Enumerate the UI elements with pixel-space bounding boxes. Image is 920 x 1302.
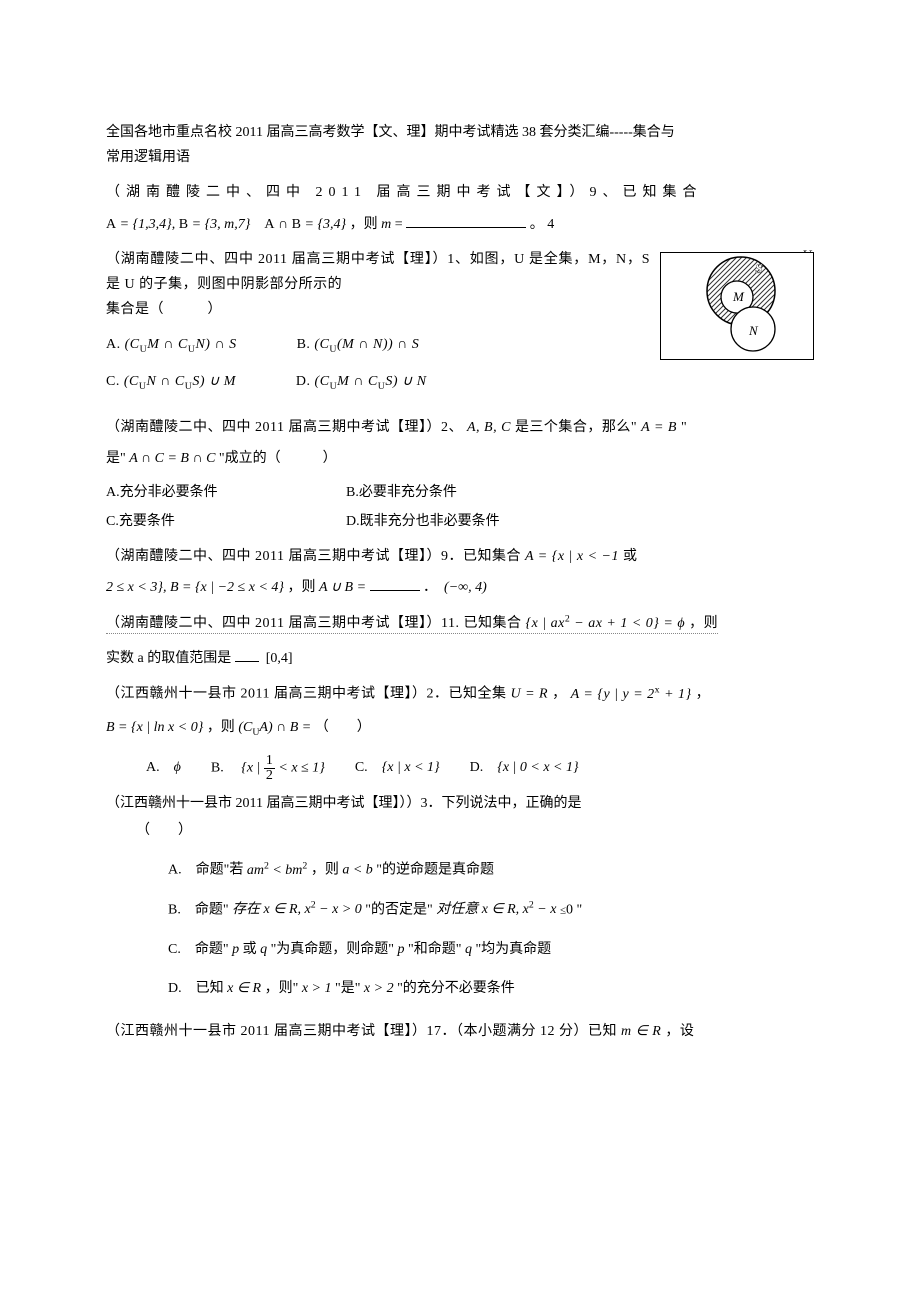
p2-stem2: 集合是（ ） — [106, 302, 222, 317]
p7-stem1: （江西赣州十一县市 2011 届高三期中考试【理】））3．下列说法中，正确的是 — [106, 796, 581, 811]
p5-ans: [0,4] — [266, 651, 293, 666]
p6-c1: ， — [552, 687, 567, 702]
p5-stem2: 实数 a 的取值范围是 — [106, 651, 231, 666]
p1-period: 。 — [530, 217, 544, 232]
p7-optD: D. 已知 x ∈ R ，则" x > 1 "是" x > 2 "的充分不必要条… — [168, 976, 814, 1001]
p1-stem: （湖南醴陵二中、四中 2011 届高三期中考试【文】）9、已知集合 — [106, 185, 702, 200]
problem-8: （江西赣州十一县市 2011 届高三期中考试【理】）17．（本小题满分 12 分… — [106, 1019, 814, 1044]
p3-stem5: "成立的（ ） — [219, 451, 337, 466]
p6-optA: A. ϕ — [146, 755, 181, 780]
p7-optD-m2: x > 1 — [302, 981, 332, 996]
problem-7: （江西赣州十一县市 2011 届高三期中考试【理】））3．下列说法中，正确的是 — [106, 791, 814, 816]
p5-tail1: ，则 — [689, 616, 718, 631]
p6-U: U = R — [510, 687, 548, 702]
p5-blank — [235, 648, 259, 662]
p4-tail1: ，则 — [288, 580, 316, 595]
p3-line2: 是" A ∩ C = B ∩ C "成立的（ ） — [106, 446, 814, 471]
p4-stem1: （湖南醴陵二中、四中 2011 届高三期中考试【理】）9．已知集合 — [106, 549, 521, 564]
p4-period: ． — [423, 580, 437, 595]
venn-n-label: N — [748, 323, 759, 338]
p8-stem1: （江西赣州十一县市 2011 届高三期中考试【理】）17．（本小题满分 12 分… — [106, 1024, 617, 1039]
problem-6: （江西赣州十一县市 2011 届高三期中考试【理】）2．已知全集 U = R ，… — [106, 681, 814, 707]
p3-stem1: （湖南醴陵二中、四中 2011 届高三期中考试【理】）2、 — [106, 420, 463, 435]
p7-optB: B. 命题" 存在 x ∈ R, x2 − x > 0 "的否定是" 对任意 x… — [168, 897, 814, 923]
p7-optB-m1: 存在 x ∈ R, x2 − x > 0 — [232, 902, 362, 917]
p6-B: B = {x | ln x < 0} — [106, 720, 203, 735]
p6-tail: ，则 — [207, 720, 235, 735]
p4-setA: A = {x | x < −1 — [525, 549, 619, 564]
p7-optC: C. 命题" p 或 q "为真命题，则命题" p "和命题" q "均为真命题 — [168, 937, 814, 962]
p5-line2: 实数 a 的取值范围是 [0,4] — [106, 646, 814, 671]
doc-title: 全国各地市重点名校 2011 届高三高考数学【文、理】期中考试精选 38 套分类… — [106, 120, 814, 170]
p3-stem3: " — [681, 420, 687, 435]
p7-optA: A. 命题"若 am2 < bm2 ，则 a < b "的逆命题是真命题 — [168, 857, 814, 883]
p1-expr-line: A = {1,3,4}, B = {3, m,7} A ∩ B = {3,4} … — [106, 212, 814, 237]
problem-3: （湖南醴陵二中、四中 2011 届高三期中考试【理】）2、 A, B, C 是三… — [106, 415, 814, 440]
document-page: 全国各地市重点名校 2011 届高三高考数学【文、理】期中考试精选 38 套分类… — [0, 0, 920, 1100]
venn-m-label: M — [732, 289, 745, 304]
p3-eq2: A ∩ C = B ∩ C — [129, 451, 215, 466]
p7-optD-m3: x > 2 — [364, 981, 394, 996]
p3-stem4: 是" — [106, 451, 126, 466]
problem-5: （湖南醴陵二中、四中 2011 届高三期中考试【理】）11. 已知集合 {x |… — [106, 610, 814, 636]
p6-optC: C. {x | x < 1} — [355, 755, 440, 780]
problem-4: （湖南醴陵二中、四中 2011 届高三期中考试【理】）9．已知集合 A = {x… — [106, 544, 814, 569]
p7-paren: （ ） — [136, 818, 814, 843]
p7-optB-m2: 对任意 x ∈ R, x2 − x — [436, 902, 560, 917]
p1-expr: A = {1,3,4}, B = {3, m,7} A ∩ B = {3,4} — [106, 217, 346, 232]
p6-paren: （ ） — [315, 720, 371, 735]
p2-opts-row2: C. (CUN ∩ CUS) ∪ M D. (CUM ∩ CUS) ∪ N — [106, 369, 814, 395]
p7-optD-m1: x ∈ R — [227, 981, 261, 996]
p1-mvar: m — [381, 217, 391, 232]
p5-stem1: （湖南醴陵二中、四中 2011 届高三期中考试【理】）11. 已知集合 — [106, 616, 521, 631]
p2-optD: D. (CUM ∩ CUS) ∪ N — [296, 369, 427, 395]
p2-optB: B. (CU(M ∩ N)) ∩ S — [297, 332, 420, 358]
p2-optA: A. (CUM ∩ CUN) ∩ S — [106, 332, 237, 358]
p1-tail: ，则 — [350, 217, 378, 232]
p3-stem2: 是三个集合，那么" — [515, 420, 637, 435]
p3-abc: A, B, C — [467, 420, 511, 435]
p3-opts-row2: C.充要条件 D.既非充分也非必要条件 — [106, 509, 814, 534]
p4-aub: A ∪ B = — [319, 580, 370, 595]
p5-row-dotted: （湖南醴陵二中、四中 2011 届高三期中考试【理】）11. 已知集合 {x |… — [106, 616, 718, 634]
p3-optB: B.必要非充分条件 — [346, 480, 457, 505]
p2-optC: C. (CUN ∩ CUS) ∪ M — [106, 369, 236, 395]
p4-blank — [370, 577, 420, 591]
title-line-1: 全国各地市重点名校 2011 届高三高考数学【文、理】期中考试精选 38 套分类… — [106, 125, 675, 140]
problem-2: U — [106, 247, 814, 395]
p1-ans: 4 — [547, 217, 554, 232]
p3-optC: C.充要条件 — [106, 509, 286, 534]
p4-setA2: 2 ≤ x < 3}, B = {x | −2 ≤ x < 4} — [106, 580, 284, 595]
p6-A: A = {y | y = 2x + 1} — [571, 687, 692, 702]
p4-or: 或 — [623, 549, 638, 564]
p4-line2: 2 ≤ x < 3}, B = {x | −2 ≤ x < 4} ，则 A ∪ … — [106, 575, 814, 600]
venn-s-label: S — [755, 262, 763, 277]
p6-opts: A. ϕ B. {x | 12 < x ≤ 1} C. {x | x < 1} … — [146, 754, 814, 783]
venn-diagram: U — [660, 243, 814, 360]
p8-m: m ∈ R — [621, 1024, 661, 1039]
p2-opts-row1: A. (CUM ∩ CUN) ∩ S B. (CU(M ∩ N)) ∩ S — [106, 332, 650, 358]
p5-setexpr: {x | ax2 − ax + 1 < 0} = ϕ — [525, 616, 685, 631]
p6-c2: ， — [696, 687, 711, 702]
p6-optB: B. {x | 12 < x ≤ 1} — [211, 754, 325, 783]
p8-tail: ，设 — [665, 1024, 694, 1039]
p6-stem1: （江西赣州十一县市 2011 届高三期中考试【理】）2．已知全集 — [106, 687, 506, 702]
p1-blank — [406, 214, 526, 228]
p2-stem1: （湖南醴陵二中、四中 2011 届高三期中考试【理】）1、如图，U 是全集，M，… — [106, 252, 650, 292]
p4-ans: (−∞, 4) — [444, 580, 487, 595]
venn-box: S M N — [660, 252, 814, 360]
p3-opts-row1: A.充分非必要条件 B.必要非充分条件 — [106, 480, 814, 505]
p6-line2: B = {x | ln x < 0} ，则 (CUA) ∩ B = （ ） — [106, 715, 814, 741]
p3-optA: A.充分非必要条件 — [106, 480, 286, 505]
p6-result: (CUA) ∩ B = — [238, 720, 314, 735]
title-line-2: 常用逻辑用语 — [106, 150, 190, 165]
problem-1: （湖南醴陵二中、四中 2011 届高三期中考试【文】）9、已知集合 — [106, 180, 814, 205]
p6-optD: D. {x | 0 < x < 1} — [470, 755, 579, 780]
venn-svg: S M N — [661, 253, 815, 361]
p3-eq1: A = B — [641, 420, 677, 435]
p3-optD: D.既非充分也非必要条件 — [346, 509, 500, 534]
